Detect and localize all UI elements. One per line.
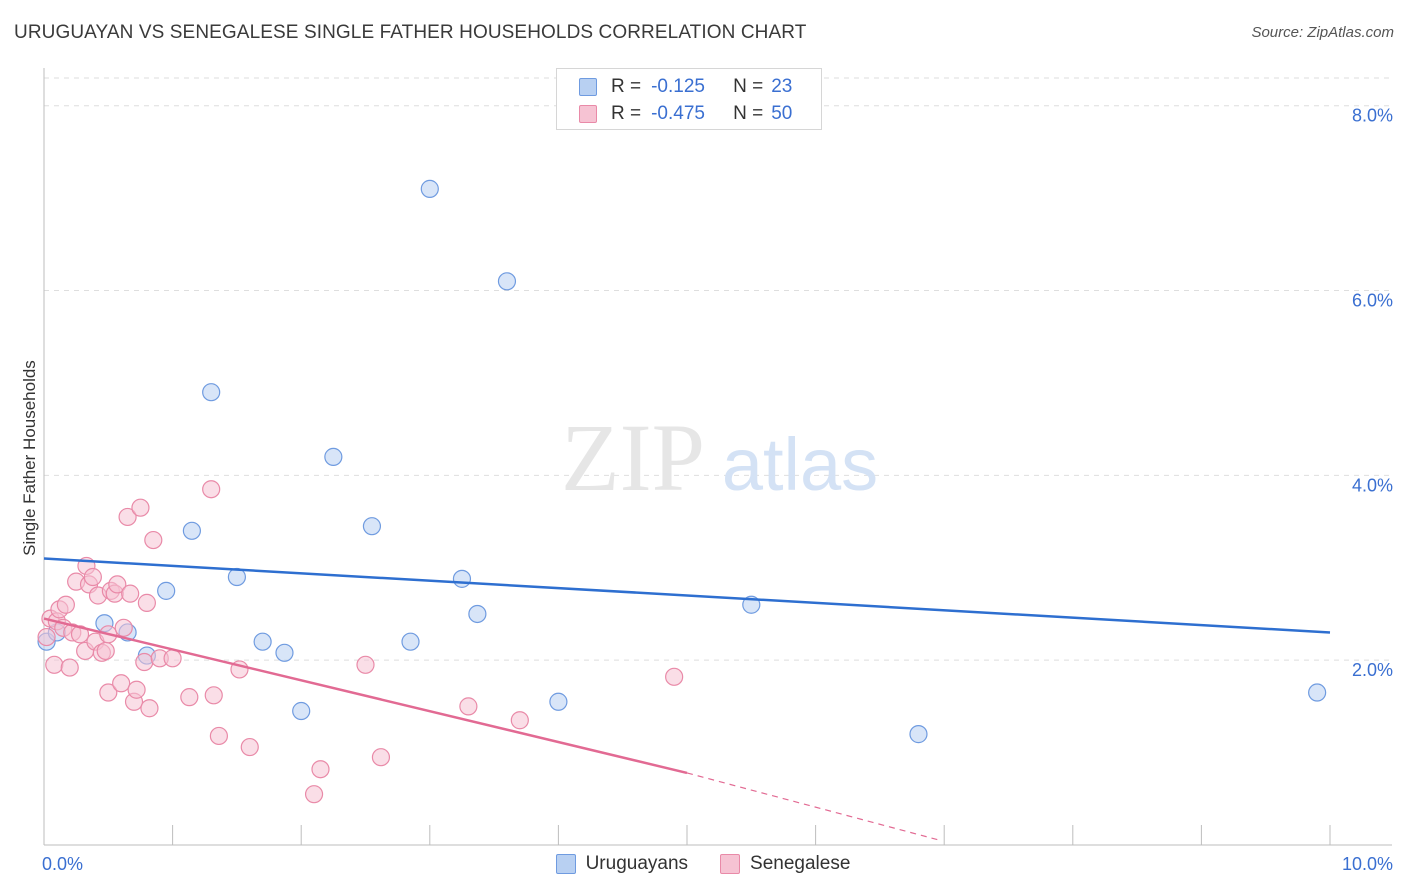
legend-n-value: 50 bbox=[771, 103, 793, 124]
uruguayans-point bbox=[157, 581, 176, 600]
x-tick-label: 10.0% bbox=[1342, 854, 1393, 874]
uruguayans-point bbox=[549, 692, 568, 711]
senegalese-point bbox=[137, 593, 156, 612]
x-tick-label: 0.0% bbox=[42, 854, 83, 874]
senegalese-point bbox=[510, 711, 529, 730]
senegalese-point bbox=[121, 584, 140, 603]
senegalese-point bbox=[140, 699, 159, 718]
legend-item-uruguayans[interactable]: Uruguayans bbox=[555, 853, 689, 875]
legend-row-uruguayans: R = -0.125 N = 23 bbox=[579, 75, 792, 99]
y-tick-label: 4.0% bbox=[1352, 475, 1393, 495]
senegalese-point bbox=[96, 641, 115, 661]
tick-label-layer: 2.0% 4.0% 6.0% 8.0% 0.0% 10.0% bbox=[42, 106, 1393, 874]
senegalese-point bbox=[240, 737, 259, 757]
uruguayans-point bbox=[497, 272, 517, 291]
senegalese-point bbox=[118, 507, 137, 527]
senegalese-point bbox=[135, 652, 154, 672]
uruguayans-point bbox=[452, 569, 472, 588]
uruguayans-point bbox=[324, 447, 343, 466]
uruguayans-point bbox=[292, 701, 311, 721]
chart-title: URUGUAYAN VS SENEGALESE SINGLE FATHER HO… bbox=[14, 22, 807, 43]
legend-r-value: -0.475 bbox=[651, 103, 705, 124]
uruguayans-point bbox=[420, 179, 439, 198]
series-legend: Uruguayans Senegalese bbox=[0, 850, 1406, 878]
source-label: Source: ZipAtlas.com bbox=[1251, 24, 1394, 41]
watermark: ZIP atlas bbox=[561, 404, 878, 511]
legend-n-label: N = bbox=[733, 103, 764, 124]
senegalese-point bbox=[108, 575, 127, 594]
senegalese-point bbox=[131, 498, 150, 517]
trend-layer bbox=[43, 557, 1331, 841]
legend-row-senegalese: R = -0.475 N = 50 bbox=[579, 102, 792, 126]
legend-swatch-blue bbox=[579, 78, 597, 96]
uruguayans-point bbox=[909, 725, 928, 744]
watermark-zip: ZIP bbox=[561, 404, 705, 511]
y-tick-label: 8.0% bbox=[1352, 106, 1393, 126]
legend-r-value: -0.125 bbox=[651, 76, 705, 97]
legend-swatch-pink bbox=[579, 105, 597, 123]
uruguayans-point bbox=[468, 604, 487, 624]
legend-label-senegalese: Senegalese bbox=[750, 853, 851, 874]
uruguayans-trend-line bbox=[43, 557, 1331, 634]
uruguayans-point bbox=[401, 632, 420, 651]
uruguayans-point bbox=[275, 643, 294, 662]
uruguayans-point bbox=[1308, 683, 1327, 702]
senegalese-point bbox=[83, 567, 102, 587]
senegalese-point bbox=[180, 688, 199, 707]
senegalese-point bbox=[60, 658, 79, 677]
senegalese-point bbox=[459, 697, 478, 716]
legend-item-senegalese[interactable]: Senegalese bbox=[720, 853, 850, 875]
senegalese-point bbox=[209, 726, 228, 746]
senegalese-trend-extension bbox=[686, 772, 941, 841]
senegalese-point bbox=[70, 625, 90, 644]
senegalese-point bbox=[356, 655, 375, 674]
senegalese-point bbox=[127, 680, 146, 699]
senegalese-point bbox=[56, 595, 75, 614]
senegalese-point bbox=[112, 674, 131, 693]
axis-layer bbox=[43, 68, 1392, 846]
senegalese-point bbox=[163, 649, 182, 668]
legend-n-value: 23 bbox=[771, 76, 793, 97]
senegalese-point bbox=[202, 480, 221, 499]
senegalese-point bbox=[144, 530, 163, 550]
y-tick-label: 2.0% bbox=[1352, 660, 1393, 680]
senegalese-point bbox=[37, 627, 56, 647]
watermark-atlas: atlas bbox=[722, 423, 878, 506]
legend-swatch-senegalese bbox=[720, 854, 741, 874]
legend-label-uruguayans: Uruguayans bbox=[585, 853, 689, 874]
senegalese-point bbox=[99, 683, 118, 702]
senegalese-point bbox=[45, 655, 64, 674]
senegalese-point bbox=[204, 686, 223, 705]
senegalese-point bbox=[665, 667, 684, 686]
uruguayans-point bbox=[202, 383, 221, 402]
senegalese-point bbox=[114, 618, 133, 637]
grid-layer bbox=[44, 77, 1392, 661]
senegalese-point bbox=[371, 748, 391, 767]
legend-n-label: N = bbox=[733, 76, 764, 97]
legend-swatch-uruguayans bbox=[555, 854, 576, 874]
points-layer bbox=[37, 179, 1327, 804]
senegalese-point bbox=[304, 785, 324, 804]
uruguayans-point bbox=[182, 521, 201, 540]
uruguayans-point bbox=[362, 517, 382, 536]
legend-r-label: R = bbox=[611, 76, 642, 97]
y-tick-label: 6.0% bbox=[1352, 291, 1393, 311]
uruguayans-point bbox=[253, 632, 272, 651]
senegalese-trend-line bbox=[43, 617, 688, 775]
legend-r-label: R = bbox=[611, 103, 642, 124]
correlation-legend: R = -0.125 N = 23 R = -0.475 N = 50 bbox=[556, 68, 822, 130]
senegalese-point bbox=[311, 760, 330, 779]
